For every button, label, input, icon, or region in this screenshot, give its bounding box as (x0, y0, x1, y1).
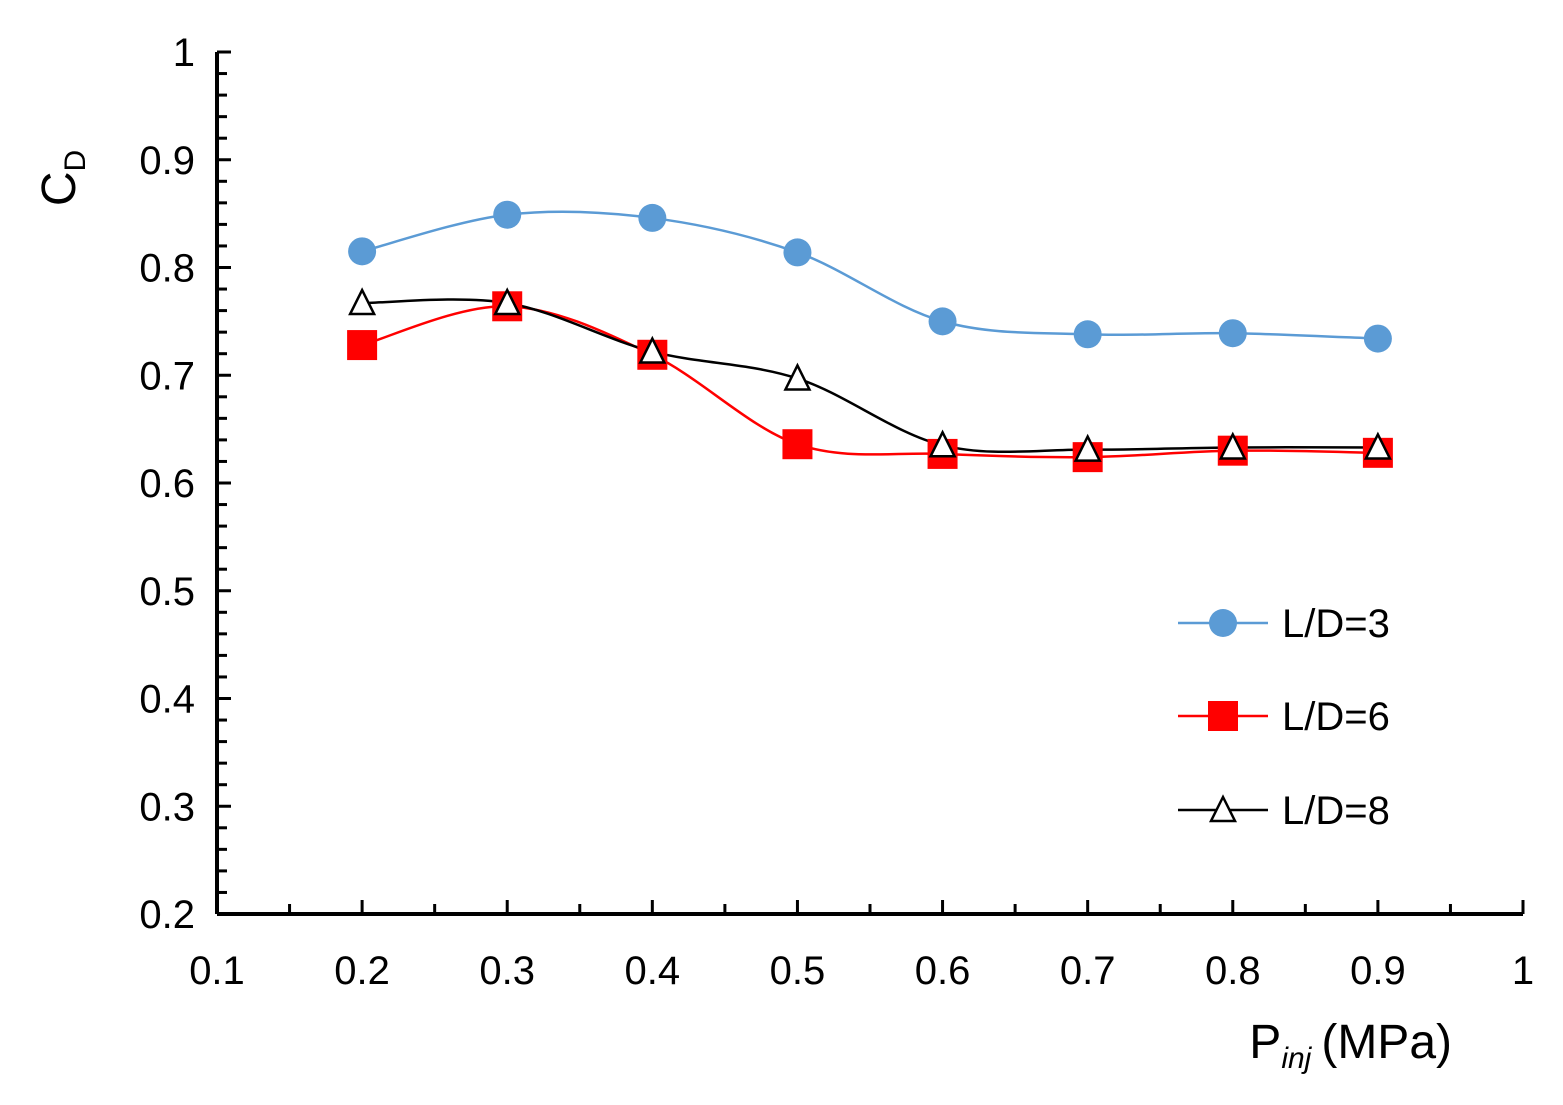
data-point-ld3 (783, 238, 812, 267)
legend-label-ld3: L/D=3 (1282, 602, 1390, 646)
x-axis-title-main: P (1249, 1016, 1281, 1069)
data-point-ld8 (348, 287, 377, 316)
series-line-ld8 (362, 298, 1378, 454)
x-axis-title-subscript: inj (1281, 1042, 1312, 1075)
y-tick-label: 0.8 (139, 247, 195, 291)
data-point-ld3 (493, 200, 522, 229)
x-axis-title-unit: (MPa) (1321, 1016, 1452, 1069)
series-layer (347, 200, 1393, 473)
data-point-ld8 (638, 335, 667, 364)
legend-marker-ld8 (1208, 794, 1238, 823)
y-tick-label: 0.2 (139, 893, 195, 937)
data-point-ld3 (348, 237, 377, 266)
data-point-ld6 (347, 330, 378, 361)
y-tick-label: 0.6 (139, 462, 195, 506)
y-tick-label: 0.5 (139, 570, 195, 614)
legend-marker-ld3 (1209, 609, 1237, 637)
x-tick-label: 0.1 (189, 949, 245, 993)
y-tick-label: 0.7 (139, 354, 195, 398)
axis-titles: CD Pinj (MPa) (33, 150, 1452, 1075)
x-tick-label: 0.3 (479, 949, 535, 993)
data-point-ld8 (493, 287, 522, 316)
y-tick-label: 1 (173, 31, 195, 75)
legend-marker-ld6 (1208, 701, 1238, 731)
x-tick-label: 0.9 (1350, 949, 1406, 993)
data-point-ld8 (783, 362, 812, 391)
data-point-ld3 (928, 307, 957, 336)
data-point-ld3 (1363, 324, 1392, 353)
y-axis-title-main: C (33, 172, 86, 207)
x-tick-label: 0.8 (1205, 949, 1261, 993)
x-tick-label: 0.7 (1060, 949, 1116, 993)
x-axis-title: Pinj (MPa) (1249, 1016, 1452, 1075)
series-line-ld3 (361, 210, 1378, 340)
data-point-ld8 (1218, 431, 1247, 460)
legend-label-ld6: L/D=6 (1282, 695, 1390, 739)
y-tick-label: 0.4 (139, 678, 195, 722)
legend-label-ld8: L/D=8 (1282, 789, 1390, 833)
y-tick-label: 0.3 (139, 785, 195, 829)
data-point-ld8 (1073, 433, 1102, 462)
data-point-ld8 (1363, 431, 1392, 460)
y-axis-title-subscript: D (59, 150, 92, 172)
data-point-ld3 (1218, 319, 1247, 348)
data-point-ld3 (638, 203, 667, 232)
y-tick-label: 0.9 (139, 139, 195, 183)
x-tick-label: 0.6 (915, 949, 971, 993)
x-tick-label: 0.4 (625, 949, 681, 993)
legend: L/D=3 L/D=6 L/D=8 (1178, 602, 1390, 833)
axes: 0.2 0.3 0.4 0.5 0.6 0.7 0.8 0.9 1 0.1 0.2 0.3 0.4 0.5… (139, 31, 1534, 993)
data-point-ld3 (1073, 320, 1102, 349)
data-point-ld6 (782, 429, 813, 460)
data-point-ld8 (928, 429, 957, 458)
x-tick-label: 0.5 (770, 949, 826, 993)
y-axis-title: CD (33, 150, 92, 206)
x-tick-label: 1 (1512, 949, 1534, 993)
x-tick-label: 0.2 (334, 949, 390, 993)
